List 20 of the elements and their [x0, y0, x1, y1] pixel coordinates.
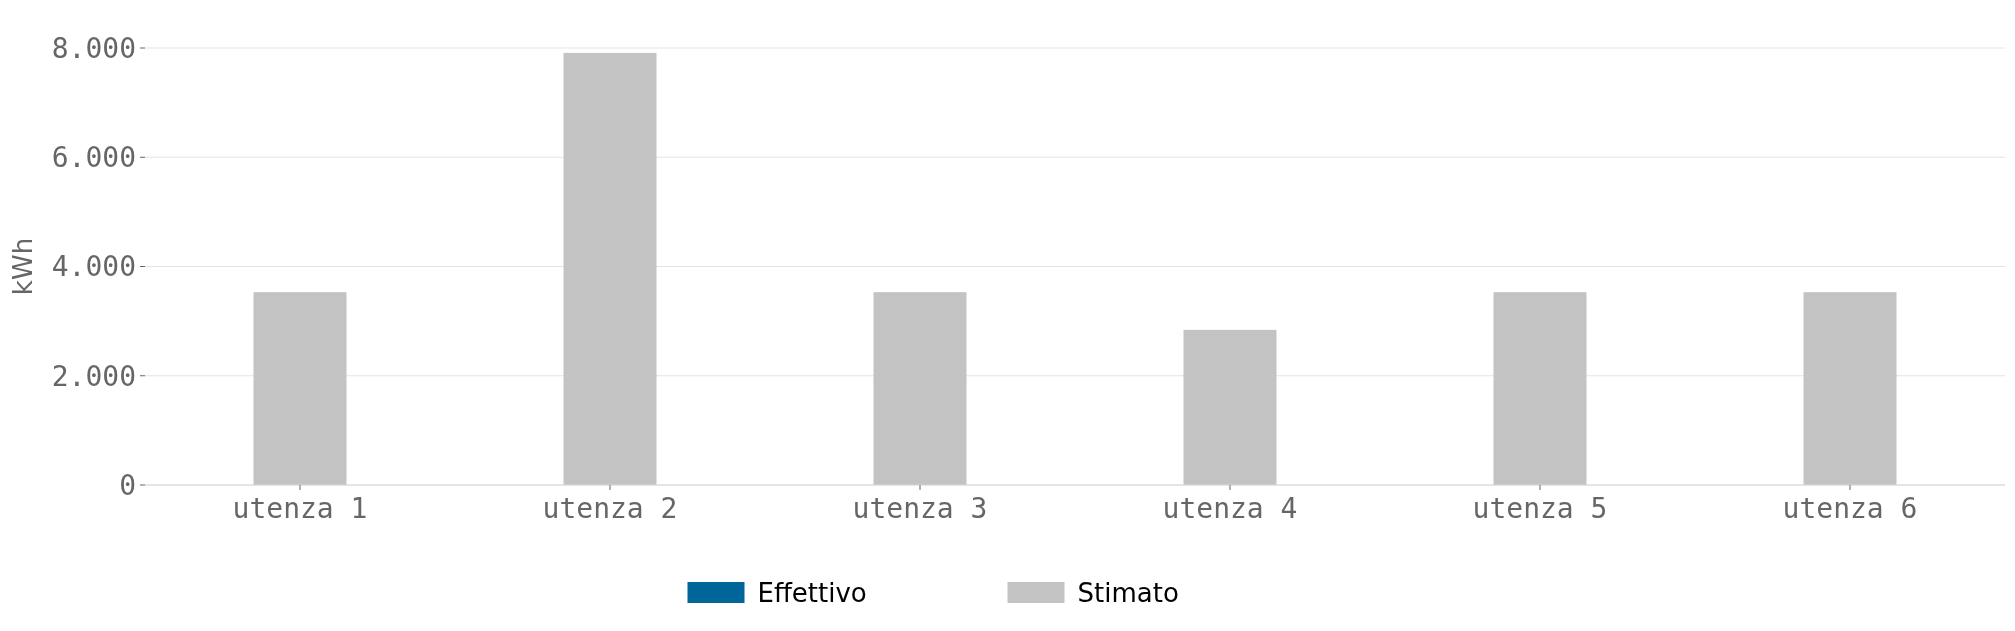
bar [253, 292, 347, 485]
y-tick-label: 4.000 [51, 250, 136, 284]
legend-label: Stimato [1077, 578, 1179, 609]
bar [1183, 329, 1277, 485]
x-tick-label: utenza 4 [1162, 492, 1298, 525]
x-tick-label: utenza 6 [1782, 492, 1918, 525]
bar [873, 292, 967, 485]
y-tick-label: 2.000 [51, 359, 136, 393]
x-tick-label: utenza 1 [232, 492, 368, 525]
y-axis-title: kWh [8, 237, 38, 296]
x-tick-label: utenza 3 [852, 492, 988, 525]
bar [1803, 292, 1897, 485]
y-tick-label: 8.000 [51, 31, 136, 65]
x-tick-label: utenza 2 [542, 492, 678, 525]
y-tick-label: 6.000 [51, 141, 136, 175]
x-tick-label: utenza 5 [1472, 492, 1608, 525]
legend-label: Effettivo [757, 578, 867, 609]
bar [563, 52, 657, 485]
y-tick-label: 0 [119, 468, 136, 502]
bar [1493, 292, 1587, 485]
